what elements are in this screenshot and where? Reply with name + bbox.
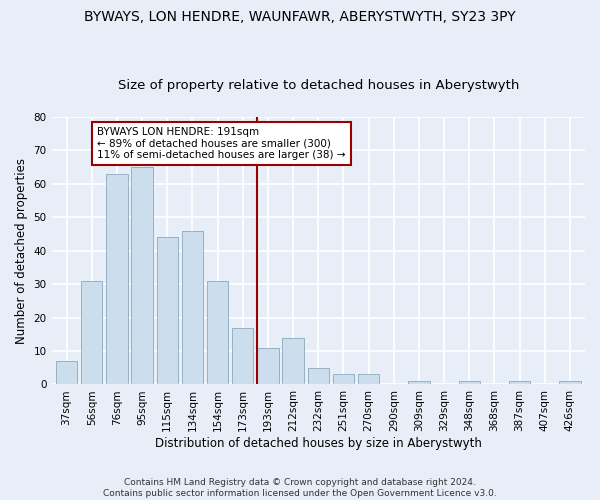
Bar [56, 361, 77, 384]
Text: BYWAYS, LON HENDRE, WAUNFAWR, ABERYSTWYTH, SY23 3PY: BYWAYS, LON HENDRE, WAUNFAWR, ABERYSTWYT… [84, 10, 516, 24]
Bar [458, 381, 480, 384]
Bar [408, 381, 430, 384]
X-axis label: Distribution of detached houses by size in Aberystwyth: Distribution of detached houses by size … [155, 437, 482, 450]
Bar [308, 368, 329, 384]
Bar [182, 230, 203, 384]
Bar [232, 328, 253, 384]
Bar [559, 381, 581, 384]
Bar [333, 374, 354, 384]
Y-axis label: Number of detached properties: Number of detached properties [15, 158, 28, 344]
Bar [509, 381, 530, 384]
Text: BYWAYS LON HENDRE: 191sqm
← 89% of detached houses are smaller (300)
11% of semi: BYWAYS LON HENDRE: 191sqm ← 89% of detac… [97, 127, 346, 160]
Text: Contains HM Land Registry data © Crown copyright and database right 2024.
Contai: Contains HM Land Registry data © Crown c… [103, 478, 497, 498]
Bar [283, 338, 304, 384]
Bar [157, 237, 178, 384]
Bar [207, 280, 229, 384]
Bar [131, 167, 153, 384]
Title: Size of property relative to detached houses in Aberystwyth: Size of property relative to detached ho… [118, 79, 519, 92]
Bar [358, 374, 379, 384]
Bar [257, 348, 278, 385]
Bar [106, 174, 128, 384]
Bar [81, 280, 103, 384]
